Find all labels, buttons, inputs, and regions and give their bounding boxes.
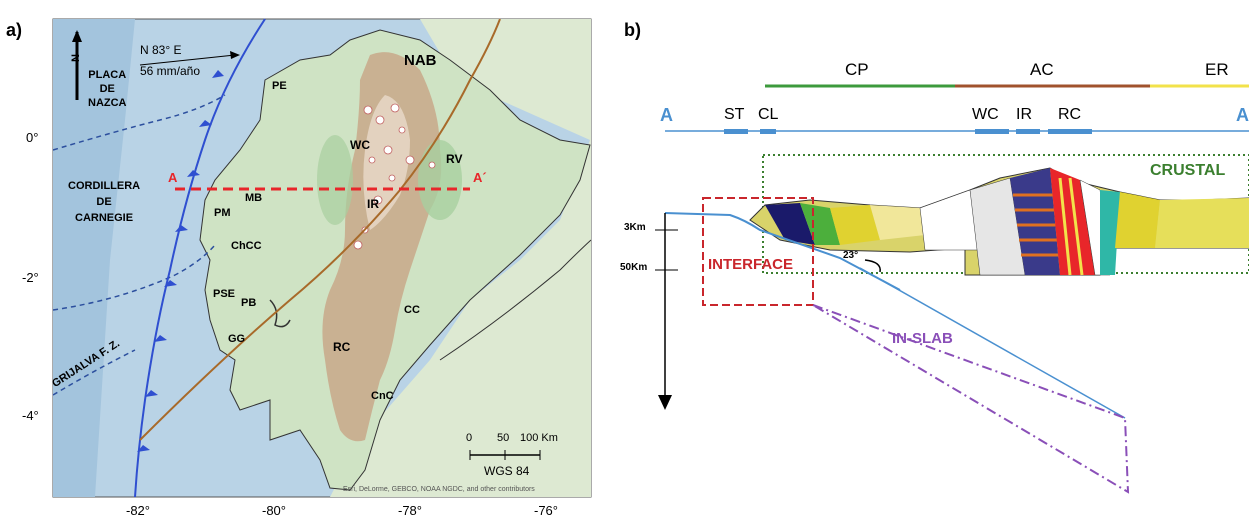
fault-line (139, 18, 501, 441)
trench-line (134, 18, 266, 498)
inslab-zone (812, 304, 1130, 494)
continent-land (330, 19, 591, 497)
interface-zone (702, 197, 814, 306)
map-panel (52, 18, 592, 498)
trench-teeth (137, 70, 224, 452)
panel-b-label: b) (624, 20, 641, 40)
panel-a-label: a) (6, 20, 23, 40)
andes-highlands (322, 52, 442, 442)
scale-bar (469, 450, 541, 460)
cross-section-panel (655, 84, 1249, 494)
